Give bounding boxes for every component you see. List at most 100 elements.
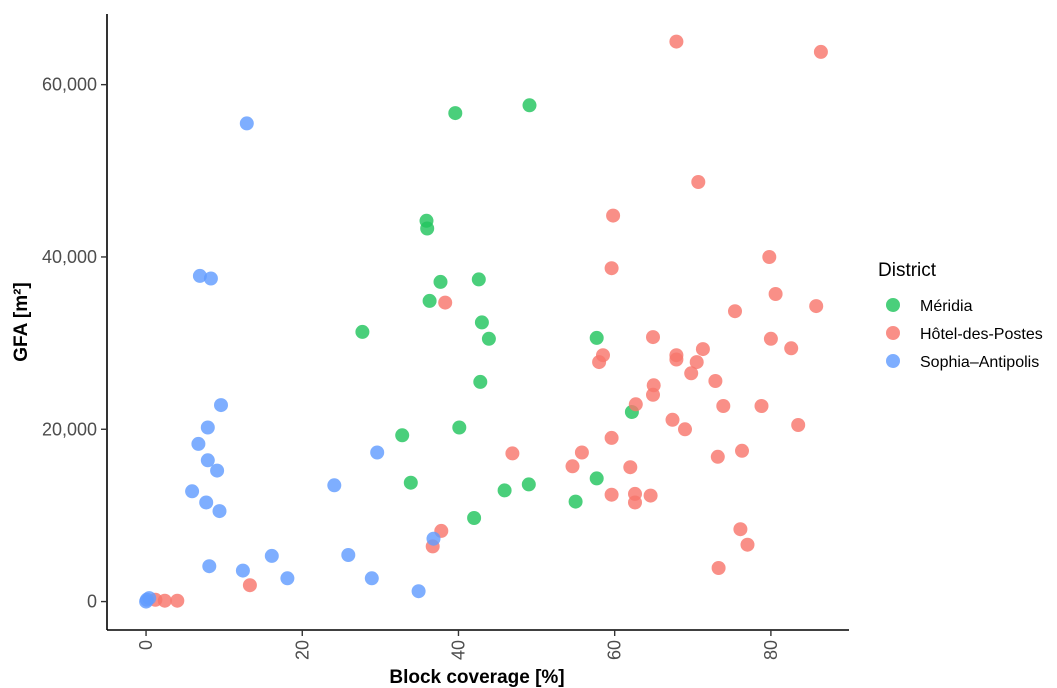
y-tick-label: 0 [87, 592, 97, 612]
x-tick-label: 20 [292, 640, 312, 660]
data-point-1-12 [473, 374, 488, 389]
data-point-2-3 [691, 175, 706, 189]
data-point-2-11 [646, 330, 660, 345]
data-point-1-17 [403, 475, 418, 490]
data-point-2-35 [565, 459, 580, 474]
data-point-1-4 [420, 221, 435, 236]
data-point-2-45 [711, 561, 726, 575]
ticks-layer: 0 20 40 60 80 0 20,000 40,000 60,000 [42, 75, 781, 660]
data-point-1-16 [589, 471, 604, 486]
data-point-2-48 [157, 593, 172, 608]
data-point-1-20 [568, 494, 583, 509]
points-layer [139, 34, 828, 609]
data-point-1-9 [355, 324, 370, 339]
data-point-2-12 [763, 331, 778, 346]
data-point-3-2 [192, 268, 207, 283]
data-point-1-21 [467, 511, 482, 525]
data-point-2-6 [604, 261, 619, 276]
data-point-3-17 [202, 559, 217, 574]
data-point-2-8 [438, 295, 453, 310]
data-point-2-40 [628, 495, 642, 510]
data-point-2-38 [604, 487, 619, 502]
data-point-2-28 [791, 418, 806, 432]
data-point-3-8 [210, 463, 225, 478]
data-point-1-6 [471, 272, 486, 287]
data-point-2-20 [684, 366, 699, 381]
data-point-2-9 [809, 299, 824, 314]
data-point-1-1 [448, 106, 463, 121]
data-point-1-18 [521, 477, 536, 492]
data-point-2-24 [628, 397, 643, 412]
legend-label-1: Méridia [920, 298, 973, 315]
data-point-2-17 [669, 352, 684, 367]
data-point-2-31 [735, 443, 749, 458]
data-point-3-15 [341, 548, 356, 562]
x-tick-label: 60 [605, 640, 625, 660]
legend-label-3: Sophia–Antipolis [920, 354, 1039, 371]
y-tick-label: 20,000 [42, 419, 97, 439]
data-point-3-10 [327, 478, 342, 493]
data-point-2-19 [592, 355, 607, 370]
data-point-2-5 [762, 250, 777, 264]
data-point-2-18 [689, 355, 704, 370]
legend-key-2 [886, 326, 900, 340]
data-point-1-10 [481, 331, 496, 346]
legend-title: District [878, 260, 937, 281]
x-tick-label: 0 [136, 640, 156, 650]
data-point-2-27 [665, 412, 680, 427]
data-point-2-33 [505, 446, 520, 461]
data-point-3-3 [203, 271, 218, 286]
data-point-2-42 [733, 522, 748, 537]
data-point-1-14 [452, 420, 467, 435]
data-point-2-32 [574, 445, 589, 460]
data-point-2-29 [678, 422, 692, 437]
data-point-2-34 [710, 449, 725, 464]
data-point-2-13 [784, 341, 799, 356]
data-point-3-5 [200, 420, 215, 435]
data-point-3-12 [199, 495, 214, 510]
data-point-3-7 [200, 453, 215, 468]
data-point-2-25 [716, 399, 731, 413]
data-point-3-18 [235, 563, 250, 578]
data-point-2-23 [646, 387, 660, 402]
data-point-2-10 [728, 304, 742, 319]
legend-key-1 [886, 298, 900, 312]
data-point-3-20 [364, 571, 379, 586]
x-tick-label: 40 [448, 640, 468, 660]
y-axis-title: GFA [m²] [11, 282, 32, 362]
data-point-3-21 [411, 584, 426, 599]
data-point-2-1 [669, 34, 684, 49]
y-tick-label: 40,000 [42, 247, 97, 267]
data-point-1-5 [433, 274, 448, 289]
data-point-2-2 [813, 44, 828, 59]
data-point-2-46 [242, 578, 257, 593]
data-point-2-14 [695, 342, 710, 357]
data-point-1-8 [474, 315, 489, 330]
data-point-3-19 [280, 571, 295, 586]
data-point-3-9 [370, 445, 385, 460]
data-point-1-7 [422, 293, 437, 308]
data-point-2-30 [604, 430, 619, 445]
data-point-3-14 [426, 531, 441, 546]
data-point-2-49 [170, 593, 185, 608]
data-point-2-21 [708, 374, 723, 388]
data-point-2-39 [643, 488, 658, 503]
data-point-3-16 [264, 548, 279, 563]
data-point-1-11 [589, 330, 604, 345]
legend-key-3 [886, 354, 900, 368]
data-point-2-7 [768, 287, 783, 301]
legend-label-2: Hôtel-des-Postes [920, 326, 1043, 343]
data-point-1-2 [522, 98, 537, 113]
data-point-2-36 [623, 460, 638, 475]
data-point-2-4 [606, 208, 621, 223]
data-point-1-15 [395, 428, 410, 443]
data-point-3-11 [185, 484, 200, 499]
data-point-3-1 [239, 116, 254, 131]
x-tick-label: 80 [761, 640, 781, 660]
data-point-1-19 [497, 483, 512, 498]
data-point-3-13 [212, 504, 227, 519]
x-axis-title: Block coverage [%] [389, 667, 564, 688]
data-point-3-4 [214, 398, 228, 413]
data-point-3-6 [191, 436, 206, 451]
